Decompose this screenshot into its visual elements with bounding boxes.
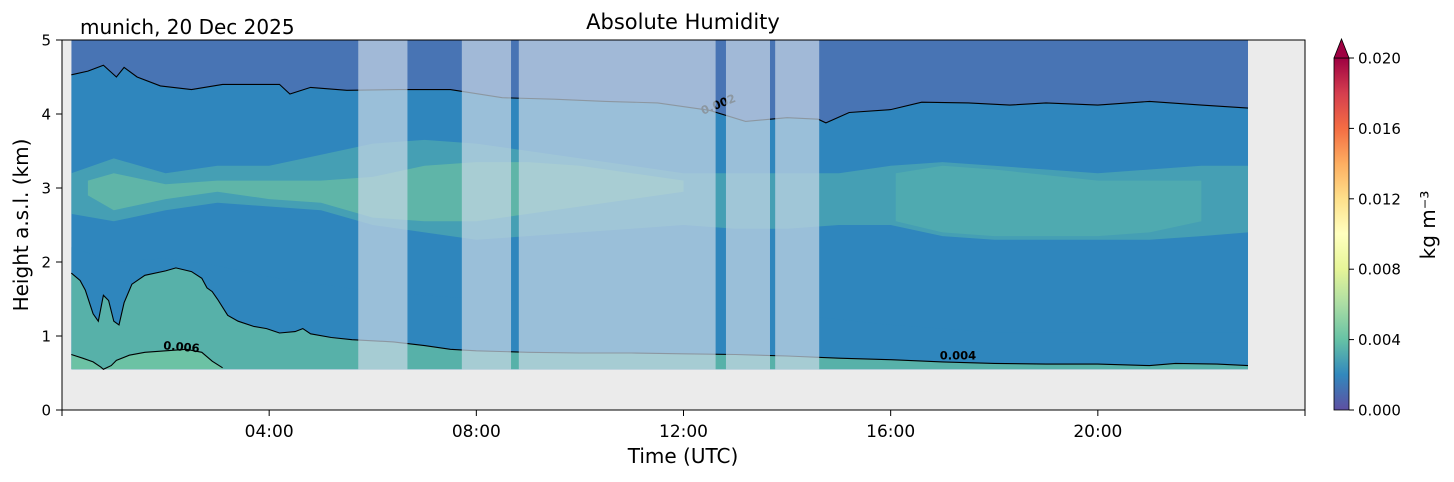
y-axis: 0 1 2 3 4 5 xyxy=(41,32,62,420)
x-axis: 04:00 08:00 12:00 16:00 20:00 xyxy=(61,410,1306,442)
colorbar-tick-label: 0.004 xyxy=(1358,331,1401,349)
y-tick-label: 4 xyxy=(41,106,51,124)
colorbar: 0.000 0.004 0.008 0.012 0.016 0.020 xyxy=(1333,37,1401,420)
masked-period xyxy=(358,40,408,370)
colorbar-label: kg m⁻³ xyxy=(1416,191,1440,260)
contour-label: 0.004 xyxy=(940,349,976,363)
x-tick-label: 12:00 xyxy=(659,422,708,442)
colorbar-extend-arrow xyxy=(1333,37,1350,59)
masked-period xyxy=(461,40,512,370)
colorbar-tick-label: 0.012 xyxy=(1358,190,1401,208)
x-axis-label: Time (UTC) xyxy=(627,444,739,468)
y-tick-label: 5 xyxy=(41,32,51,50)
contour-line-0.004 xyxy=(70,267,1249,367)
colorbar-tick-label: 0.020 xyxy=(1358,50,1401,68)
colorbar-tick-label: 0.016 xyxy=(1358,120,1401,138)
y-tick-label: 0 xyxy=(41,402,51,420)
colorbar-tick-label: 0.000 xyxy=(1358,402,1401,420)
y-tick-label: 2 xyxy=(41,254,51,272)
masked-periods xyxy=(358,40,820,370)
field-band-moist-core-late xyxy=(895,165,1202,237)
field-band-near-surface xyxy=(71,349,223,370)
y-tick-label: 1 xyxy=(41,328,51,346)
chart-subtitle: munich, 20 Dec 2025 xyxy=(80,15,295,39)
x-tick-label: 16:00 xyxy=(866,422,915,442)
masked-period xyxy=(725,40,770,370)
chart-title: Absolute Humidity xyxy=(586,10,780,34)
colorbar-gradient xyxy=(1333,57,1350,411)
x-tick-label: 08:00 xyxy=(452,422,501,442)
y-tick-label: 3 xyxy=(41,180,51,198)
masked-period xyxy=(518,40,716,370)
x-tick-label: 04:00 xyxy=(245,422,294,442)
y-axis-label: Height a.s.l. (km) xyxy=(9,139,33,312)
contour-label: 0.006 xyxy=(163,338,200,355)
colorbar-tick-label: 0.008 xyxy=(1358,261,1401,279)
contour-line-0.006 xyxy=(71,348,223,370)
masked-period xyxy=(775,40,820,370)
x-tick-label: 20:00 xyxy=(1073,422,1122,442)
